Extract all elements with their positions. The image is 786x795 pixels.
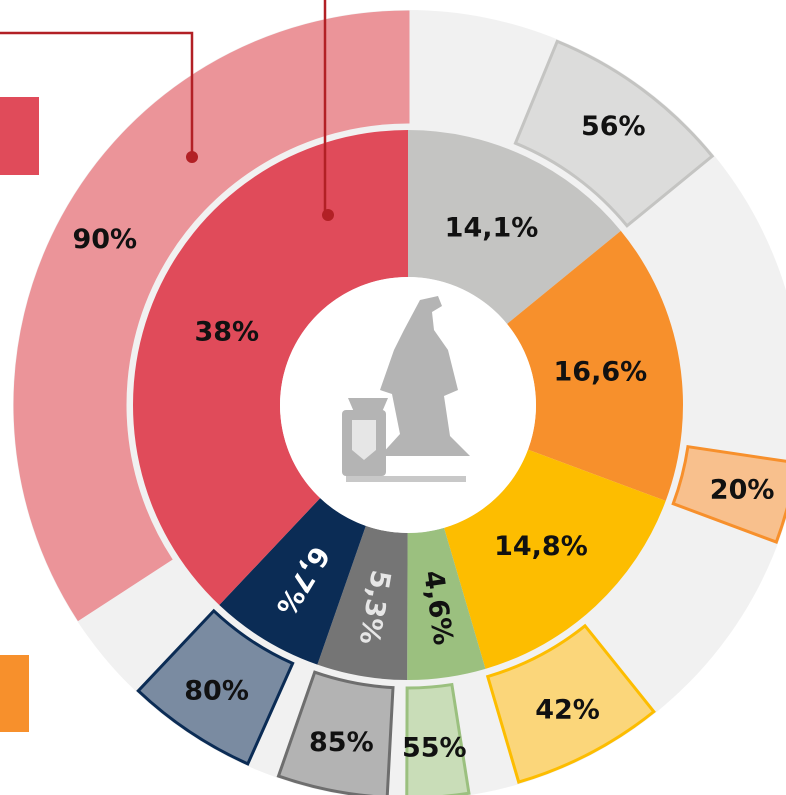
inner-label: 14,8% xyxy=(494,531,588,562)
page: {"chart_data": {"type": "nested-donut", … xyxy=(0,0,786,795)
inner-label: 38% xyxy=(194,316,259,347)
outer-label: 85% xyxy=(309,727,374,758)
outer-label: 42% xyxy=(535,694,600,725)
outer-label: 90% xyxy=(72,224,137,255)
outer-label: 80% xyxy=(184,676,249,707)
legend-swatch xyxy=(0,655,29,732)
outer-label: 20% xyxy=(710,475,775,506)
inner-label: 16,6% xyxy=(554,357,648,388)
outer-label: 55% xyxy=(402,732,467,763)
chart: 56%20%42%55%85%80%90%14,1%16,6%14,8%4,6%… xyxy=(0,0,786,795)
outer-label: 56% xyxy=(581,111,646,142)
legend-swatch xyxy=(0,97,39,175)
inner-label: 14,1% xyxy=(445,212,539,243)
